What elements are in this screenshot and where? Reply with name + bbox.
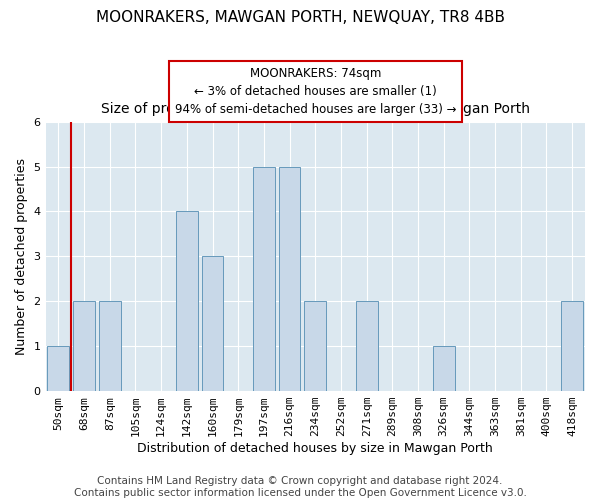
- Bar: [176, 212, 198, 391]
- Bar: [278, 166, 301, 391]
- Bar: [73, 302, 95, 391]
- Title: Size of property relative to detached houses in Mawgan Porth: Size of property relative to detached ho…: [101, 102, 530, 117]
- Bar: [202, 256, 223, 391]
- Bar: [433, 346, 455, 391]
- X-axis label: Distribution of detached houses by size in Mawgan Porth: Distribution of detached houses by size …: [137, 442, 493, 455]
- Text: MOONRAKERS, MAWGAN PORTH, NEWQUAY, TR8 4BB: MOONRAKERS, MAWGAN PORTH, NEWQUAY, TR8 4…: [95, 10, 505, 25]
- Bar: [561, 302, 583, 391]
- Bar: [356, 302, 377, 391]
- Text: Contains HM Land Registry data © Crown copyright and database right 2024.
Contai: Contains HM Land Registry data © Crown c…: [74, 476, 526, 498]
- Bar: [47, 346, 70, 391]
- Text: MOONRAKERS: 74sqm
← 3% of detached houses are smaller (1)
94% of semi-detached h: MOONRAKERS: 74sqm ← 3% of detached house…: [175, 68, 456, 116]
- Bar: [253, 166, 275, 391]
- Bar: [304, 302, 326, 391]
- Y-axis label: Number of detached properties: Number of detached properties: [15, 158, 28, 355]
- Bar: [99, 302, 121, 391]
